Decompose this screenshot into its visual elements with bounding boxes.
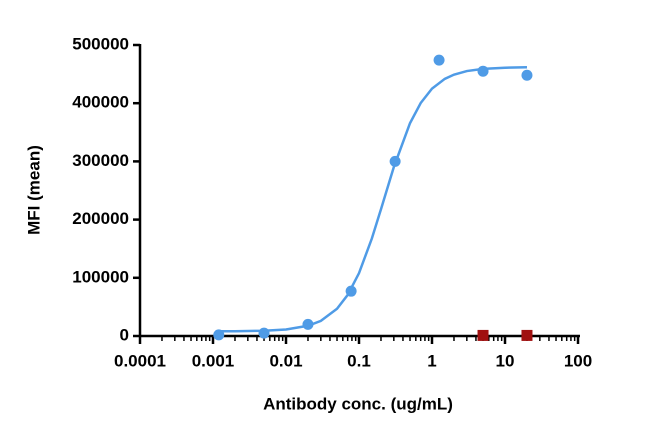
data-point <box>258 327 270 339</box>
data-point <box>521 329 533 341</box>
y-tick-label: 400000 <box>72 93 129 112</box>
x-tick-label: 0.0001 <box>114 351 166 370</box>
x-tick-label: 10 <box>496 351 515 370</box>
y-tick-label: 0 <box>120 325 129 344</box>
data-point <box>477 329 489 341</box>
y-tick-label: 500000 <box>72 34 129 53</box>
x-tick-label: 0.001 <box>192 351 235 370</box>
x-tick-label: 100 <box>564 351 592 370</box>
data-point <box>477 65 489 77</box>
x-axis-label: Antibody conc. (ug/mL) <box>263 394 453 413</box>
y-tick-label: 100000 <box>72 267 129 286</box>
data-point <box>213 329 225 341</box>
y-tick-label: 300000 <box>72 151 129 170</box>
data-point <box>389 155 401 167</box>
fit-curve <box>218 66 527 333</box>
x-tick-label: 0.1 <box>347 351 371 370</box>
data-point <box>302 318 314 330</box>
data-point <box>345 285 357 297</box>
data-point <box>433 54 445 66</box>
data-point <box>521 69 533 81</box>
x-tick-label: 0.01 <box>269 351 302 370</box>
x-tick-label: 1 <box>427 351 436 370</box>
y-tick-label: 200000 <box>72 209 129 228</box>
y-axis-label: MFI (mean) <box>24 145 43 235</box>
